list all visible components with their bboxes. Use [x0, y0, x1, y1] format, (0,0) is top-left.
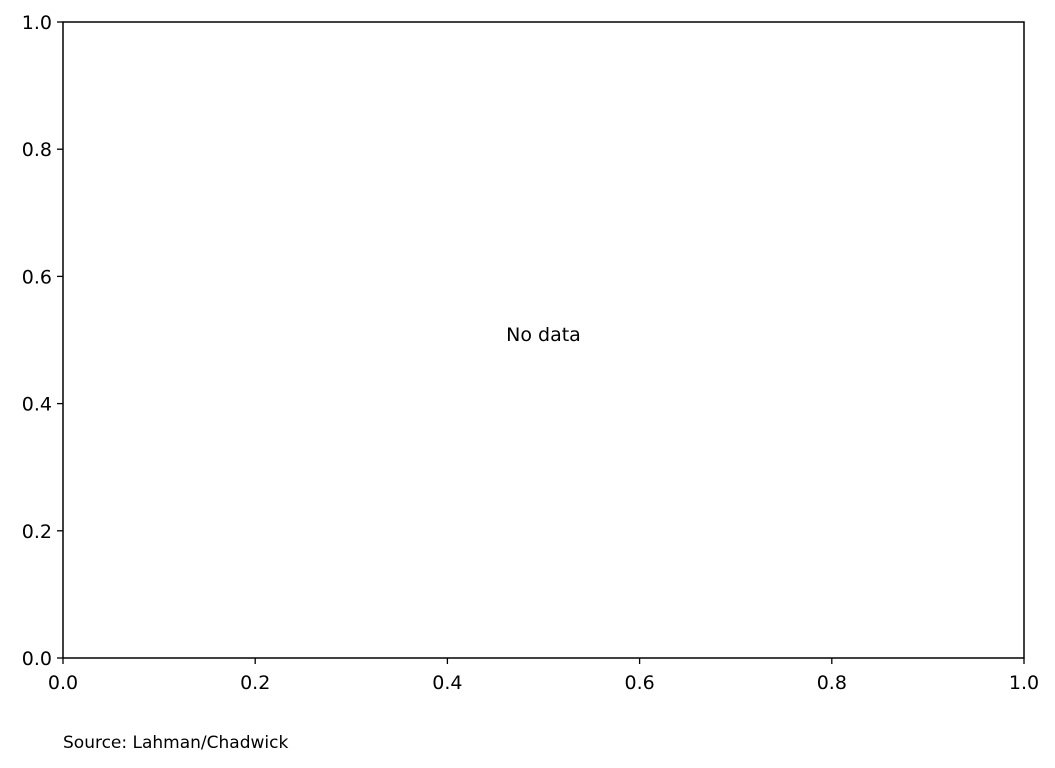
x-tick-label: 0.2	[240, 672, 270, 694]
y-tick-label: 1.0	[22, 12, 52, 34]
y-tick-label: 0.2	[22, 521, 52, 543]
no-data-annotation: No data	[506, 324, 581, 346]
source-note: Source: Lahman/Chadwick	[63, 733, 288, 753]
y-axis: 0.0 0.2 0.4 0.6 0.8 1.0	[22, 12, 63, 670]
x-tick-label: 0.6	[624, 672, 654, 694]
x-tick-label: 0.4	[432, 672, 462, 694]
plot-area	[62, 21, 1025, 659]
x-tick-label: 0.8	[817, 672, 847, 694]
x-tick-label: 1.0	[1009, 672, 1039, 694]
y-tick-label: 0.6	[22, 266, 52, 288]
y-tick-label: 0.4	[22, 394, 52, 416]
x-tick-label: 0.0	[48, 672, 78, 694]
plot-frame	[62, 21, 1025, 659]
x-axis: 0.0 0.2 0.4 0.6 0.8 1.0	[48, 658, 1039, 694]
y-tick-label: 0.8	[22, 139, 52, 161]
y-tick-label: 0.0	[22, 648, 52, 670]
